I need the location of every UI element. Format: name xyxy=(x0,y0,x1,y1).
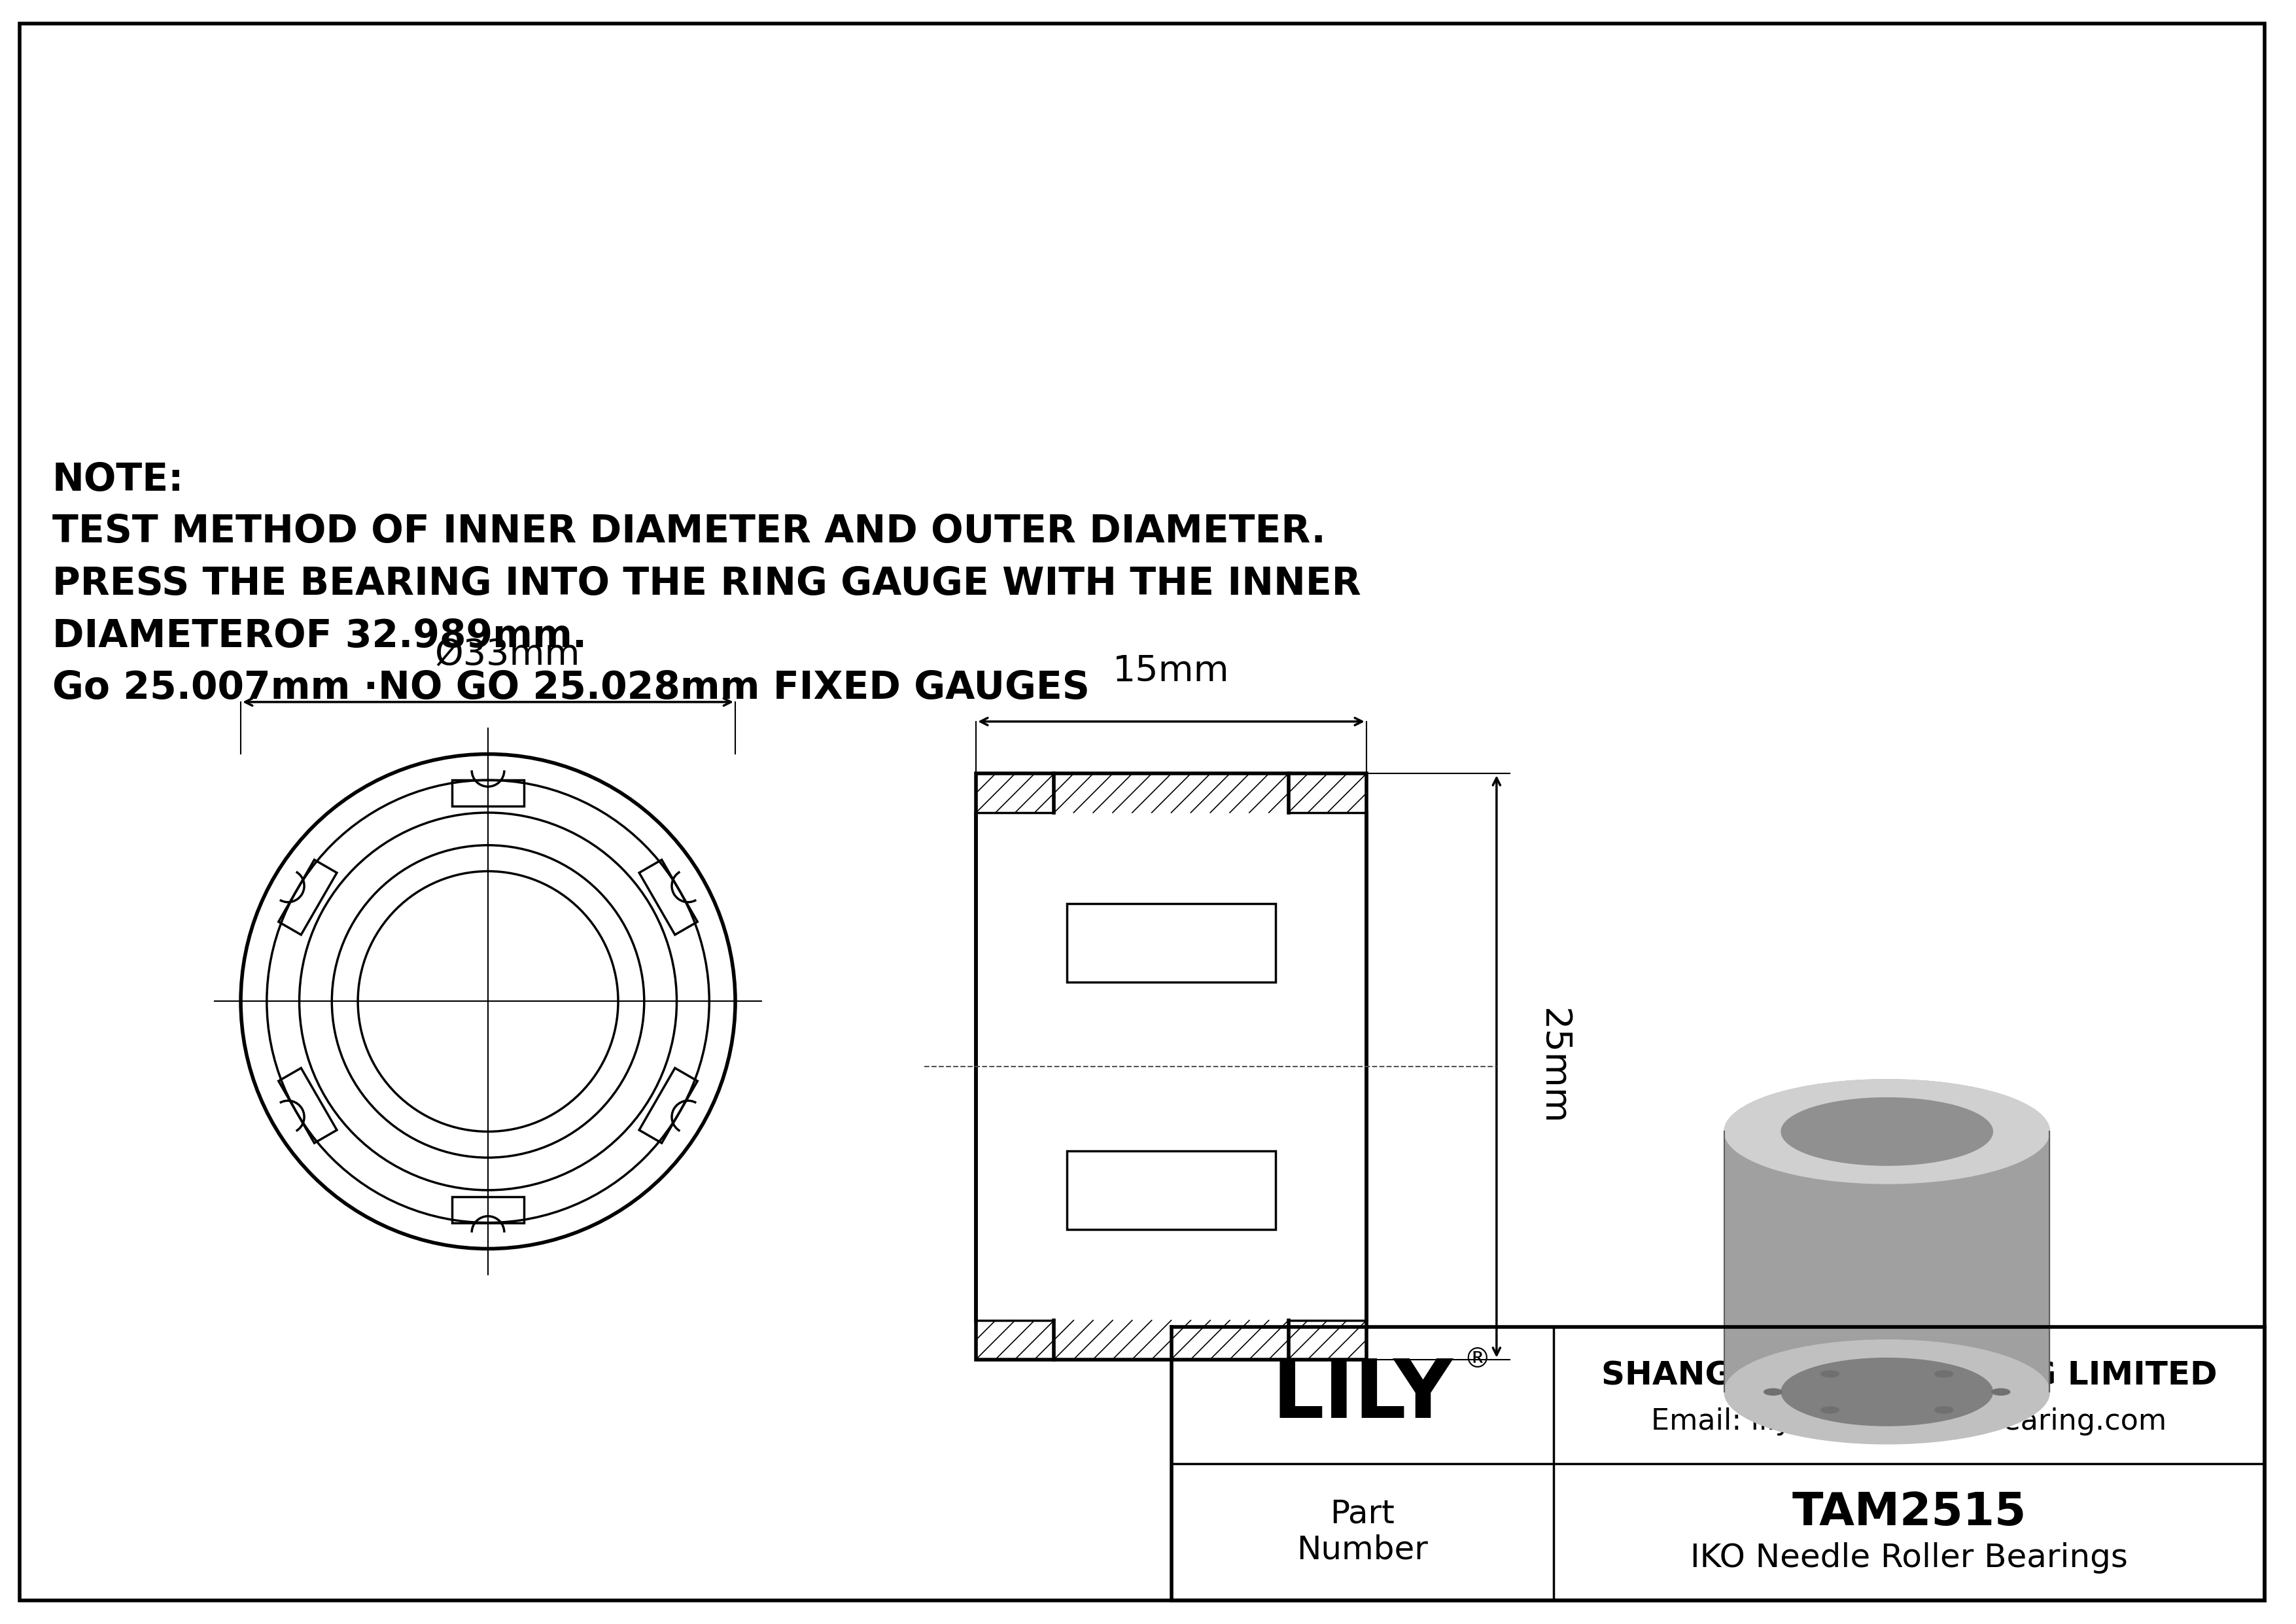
Ellipse shape xyxy=(1724,1080,2050,1184)
Text: TEST METHOD OF INNER DIAMETER AND OUTER DIAMETER.: TEST METHOD OF INNER DIAMETER AND OUTER … xyxy=(53,513,1325,551)
Text: Go 25.007mm ·NO GO 25.028mm FIXED GAUGES: Go 25.007mm ·NO GO 25.028mm FIXED GAUGES xyxy=(53,669,1088,706)
Ellipse shape xyxy=(1724,1080,2050,1184)
Text: Part
Number: Part Number xyxy=(1297,1497,1428,1566)
Ellipse shape xyxy=(1782,1358,1993,1426)
Text: IKO Needle Roller Bearings: IKO Needle Roller Bearings xyxy=(1690,1543,2128,1574)
Text: Email: lilybearing@lily-bearing.com: Email: lilybearing@lily-bearing.com xyxy=(1651,1406,2167,1436)
Text: 25mm: 25mm xyxy=(1536,1009,1570,1125)
Text: ®: ® xyxy=(1463,1346,1490,1374)
Text: LILY: LILY xyxy=(1272,1356,1453,1434)
Ellipse shape xyxy=(1936,1371,1954,1377)
Ellipse shape xyxy=(1763,1389,1782,1395)
Ellipse shape xyxy=(1821,1406,1839,1413)
Text: 15mm: 15mm xyxy=(1114,653,1231,689)
Ellipse shape xyxy=(1821,1371,1839,1377)
Text: SHANGHAI LILY BEARING LIMITED: SHANGHAI LILY BEARING LIMITED xyxy=(1600,1359,2218,1392)
Polygon shape xyxy=(1724,1132,2050,1392)
Ellipse shape xyxy=(1936,1406,1954,1413)
Text: PRESS THE BEARING INTO THE RING GAUGE WITH THE INNER: PRESS THE BEARING INTO THE RING GAUGE WI… xyxy=(53,565,1362,603)
Text: NOTE:: NOTE: xyxy=(53,461,184,499)
Ellipse shape xyxy=(1782,1098,1993,1166)
Text: TAM2515: TAM2515 xyxy=(1791,1491,2027,1535)
Ellipse shape xyxy=(1991,1389,2009,1395)
Text: DIAMETEROF 32.989mm.: DIAMETEROF 32.989mm. xyxy=(53,617,585,654)
Ellipse shape xyxy=(1724,1340,2050,1444)
Text: Ø33mm: Ø33mm xyxy=(434,637,581,672)
